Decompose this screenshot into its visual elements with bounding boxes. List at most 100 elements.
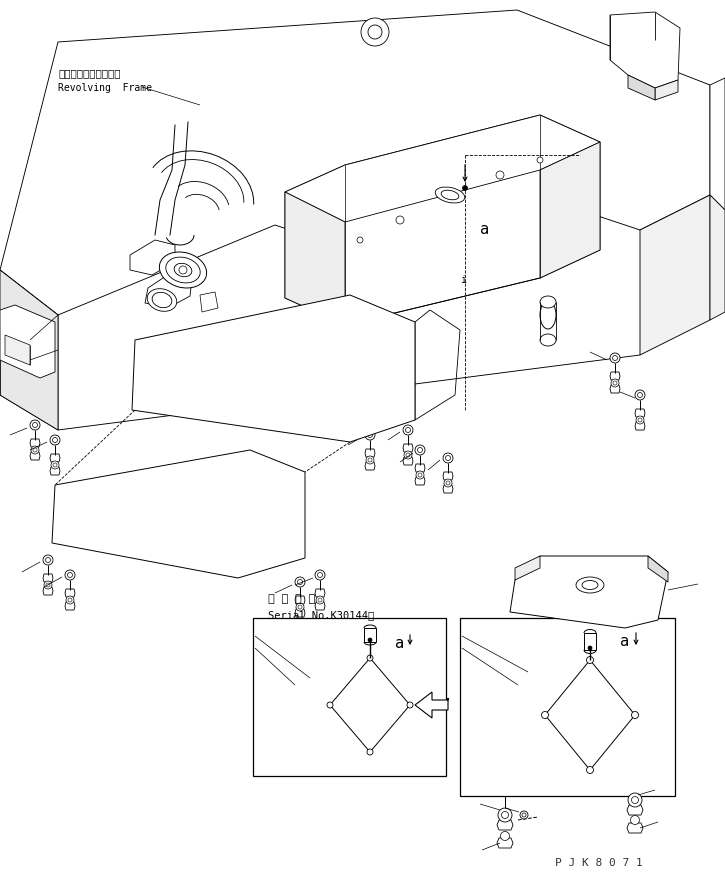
Circle shape: [443, 453, 453, 463]
Polygon shape: [710, 78, 725, 210]
Polygon shape: [627, 823, 643, 833]
Polygon shape: [460, 618, 675, 796]
Circle shape: [610, 353, 620, 363]
Polygon shape: [635, 422, 645, 430]
Circle shape: [384, 326, 392, 333]
Circle shape: [368, 25, 382, 39]
Circle shape: [418, 447, 423, 453]
Polygon shape: [648, 556, 668, 582]
Polygon shape: [285, 115, 600, 325]
Circle shape: [415, 445, 425, 455]
Polygon shape: [515, 556, 540, 580]
Polygon shape: [50, 454, 60, 462]
Circle shape: [444, 479, 452, 487]
Polygon shape: [130, 240, 175, 275]
Circle shape: [404, 451, 412, 459]
Ellipse shape: [540, 301, 556, 329]
Circle shape: [318, 573, 323, 577]
Polygon shape: [497, 820, 513, 830]
Polygon shape: [540, 142, 600, 278]
Circle shape: [44, 581, 52, 589]
Polygon shape: [710, 195, 725, 320]
Text: a: a: [480, 222, 489, 237]
Polygon shape: [584, 633, 596, 650]
Polygon shape: [295, 596, 305, 604]
Circle shape: [631, 815, 639, 825]
Circle shape: [162, 502, 173, 514]
Polygon shape: [365, 449, 375, 457]
Circle shape: [259, 542, 265, 548]
Polygon shape: [50, 467, 60, 475]
Circle shape: [637, 392, 642, 398]
Text: i: i: [460, 275, 466, 285]
Polygon shape: [640, 195, 710, 355]
Text: a: a: [395, 636, 404, 651]
Polygon shape: [30, 452, 40, 460]
Circle shape: [613, 356, 618, 360]
Polygon shape: [200, 292, 218, 312]
Circle shape: [52, 438, 57, 442]
Circle shape: [46, 583, 50, 587]
Polygon shape: [330, 658, 410, 752]
Polygon shape: [52, 450, 305, 578]
Circle shape: [638, 418, 642, 422]
Polygon shape: [610, 385, 620, 393]
Polygon shape: [0, 270, 58, 430]
Polygon shape: [443, 485, 453, 493]
Circle shape: [297, 580, 302, 584]
Circle shape: [165, 355, 172, 362]
Circle shape: [357, 237, 363, 243]
Polygon shape: [443, 472, 453, 480]
Polygon shape: [253, 618, 446, 776]
Polygon shape: [43, 574, 53, 582]
Circle shape: [405, 427, 410, 433]
Circle shape: [418, 473, 422, 477]
Circle shape: [295, 577, 305, 587]
Circle shape: [498, 808, 512, 822]
Polygon shape: [0, 305, 55, 378]
Circle shape: [149, 370, 155, 377]
Polygon shape: [43, 587, 53, 595]
Polygon shape: [145, 272, 192, 308]
Circle shape: [236, 392, 244, 399]
Circle shape: [68, 598, 72, 602]
Circle shape: [67, 573, 72, 577]
Circle shape: [406, 453, 410, 457]
Circle shape: [31, 446, 39, 454]
Circle shape: [318, 598, 322, 602]
Circle shape: [587, 657, 594, 664]
Polygon shape: [545, 660, 635, 770]
Circle shape: [30, 420, 40, 430]
Polygon shape: [5, 335, 30, 365]
Polygon shape: [635, 409, 645, 417]
Circle shape: [502, 812, 508, 819]
Ellipse shape: [152, 292, 172, 308]
Circle shape: [315, 570, 325, 580]
Circle shape: [463, 186, 468, 190]
Polygon shape: [415, 477, 425, 485]
Polygon shape: [315, 589, 325, 597]
Text: レボルビングフレーム: レボルビングフレーム: [58, 68, 120, 78]
Ellipse shape: [147, 289, 177, 311]
Polygon shape: [65, 602, 75, 610]
Ellipse shape: [174, 263, 192, 276]
Circle shape: [631, 712, 639, 719]
Circle shape: [315, 417, 321, 424]
Circle shape: [367, 749, 373, 755]
Circle shape: [245, 457, 251, 463]
Circle shape: [635, 390, 645, 400]
Polygon shape: [30, 439, 40, 447]
Polygon shape: [132, 295, 415, 442]
Polygon shape: [65, 589, 75, 597]
Circle shape: [396, 216, 404, 224]
Circle shape: [636, 416, 644, 424]
Circle shape: [46, 557, 51, 562]
Text: P J K 8 0 7 1: P J K 8 0 7 1: [555, 858, 643, 868]
Polygon shape: [364, 628, 376, 642]
Circle shape: [613, 381, 617, 385]
Ellipse shape: [540, 334, 556, 346]
Circle shape: [51, 461, 59, 469]
Polygon shape: [415, 464, 425, 472]
Circle shape: [416, 471, 424, 479]
Circle shape: [394, 357, 402, 364]
